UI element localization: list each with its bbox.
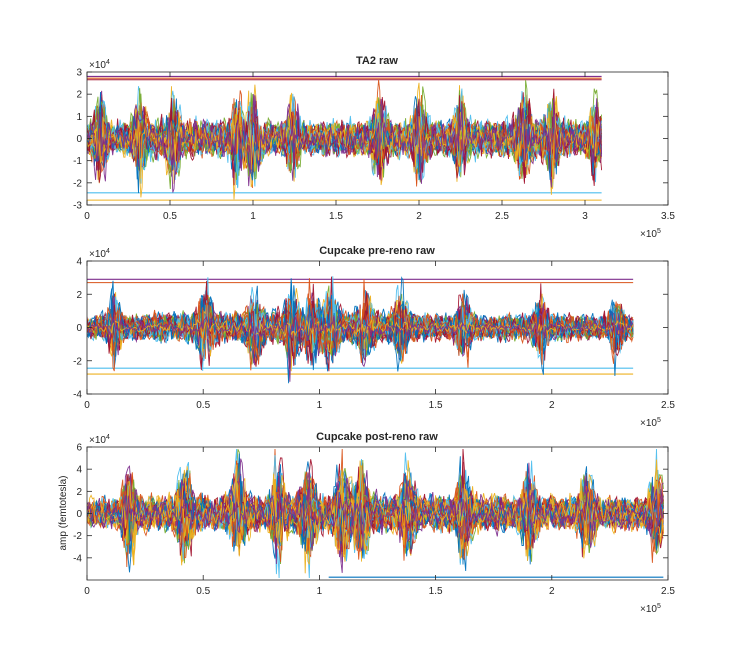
- y-exponent-label: ×104: [89, 59, 110, 71]
- x-tick-label: 3: [582, 211, 588, 222]
- subplot-title: Cupcake post-reno raw: [316, 431, 438, 443]
- x-tick-label: 0: [84, 586, 90, 597]
- y-axis-label: amp (femtotesla): [58, 475, 69, 550]
- x-tick-label: 1: [250, 211, 256, 222]
- series-line: [87, 313, 634, 341]
- subplot-cupcake-post-reno-raw: Cupcake post-reno raw 0 0.5 1 1.5 2 2.5 -4 -2 0 2…: [58, 431, 675, 615]
- x-tick-label: 1.5: [429, 586, 443, 597]
- x-tick-label: 0: [84, 211, 90, 222]
- y-tick-label: -2: [73, 178, 82, 189]
- x-tick-label: 2: [416, 211, 422, 222]
- subplot-cupcake-pre-reno-raw: Cupcake pre-reno raw 0 0.5 1 1.5 2 2.5 -4 -2 0 2 4…: [73, 245, 675, 429]
- y-tick-label: 0: [76, 509, 82, 520]
- x-tick-label: 1.5: [429, 400, 443, 411]
- subplot-title: Cupcake pre-reno raw: [319, 245, 435, 257]
- y-exponent-label: ×104: [89, 434, 110, 446]
- axis-ticks: 0 0.5 1 1.5 2 2.5 -4 -2 0 2 4: [73, 257, 675, 412]
- y-tick-label: -4: [73, 553, 82, 564]
- y-tick-label: -2: [73, 356, 82, 367]
- x-tick-label: 0.5: [163, 211, 177, 222]
- series-line: [87, 100, 603, 183]
- x-tick-label: 0.5: [196, 400, 210, 411]
- y-tick-label: -1: [73, 156, 82, 167]
- x-exponent-label: ×105: [640, 417, 661, 429]
- series-line: [87, 487, 664, 543]
- y-tick-label: 2: [76, 487, 82, 498]
- x-tick-label: 0: [84, 400, 90, 411]
- series-lines: [87, 276, 634, 384]
- x-tick-label: 1.5: [329, 211, 343, 222]
- y-tick-label: 3: [76, 68, 82, 79]
- series-lines: [87, 75, 603, 201]
- y-tick-label: 2: [76, 290, 82, 301]
- x-tick-label: 3.5: [661, 211, 675, 222]
- y-tick-label: -3: [73, 201, 82, 212]
- x-tick-label: 2: [549, 586, 555, 597]
- y-tick-label: -2: [73, 531, 82, 542]
- x-exponent-label: ×105: [640, 603, 661, 615]
- series-line: [87, 493, 664, 536]
- axis-ticks: 0 0.5 1 1.5 2 2.5 3 3.5 -3 -2 -1 0 1 2 3: [73, 68, 675, 223]
- x-tick-label: 2: [549, 400, 555, 411]
- y-tick-label: 4: [76, 465, 82, 476]
- x-tick-label: 1: [317, 586, 323, 597]
- y-tick-label: 1: [76, 112, 82, 123]
- x-tick-label: 2.5: [661, 586, 675, 597]
- series-lines: [87, 448, 664, 579]
- x-tick-label: 0.5: [196, 586, 210, 597]
- x-tick-label: 2.5: [495, 211, 509, 222]
- y-tick-label: 6: [76, 443, 82, 454]
- y-exponent-label: ×104: [89, 248, 110, 260]
- y-tick-label: 4: [76, 257, 82, 268]
- series-line: [87, 465, 664, 558]
- x-exponent-label: ×105: [640, 228, 661, 240]
- y-tick-label: 0: [76, 323, 82, 334]
- subplot-title: TA2 raw: [356, 55, 398, 67]
- y-tick-label: 0: [76, 134, 82, 145]
- x-tick-label: 2.5: [661, 400, 675, 411]
- series-line: [87, 288, 634, 362]
- series-line: [87, 94, 603, 184]
- y-tick-label: 2: [76, 90, 82, 101]
- x-tick-label: 1: [317, 400, 323, 411]
- y-tick-label: -4: [73, 390, 82, 401]
- axis-ticks: 0 0.5 1 1.5 2 2.5 -4 -2 0 2 4 6: [73, 443, 675, 598]
